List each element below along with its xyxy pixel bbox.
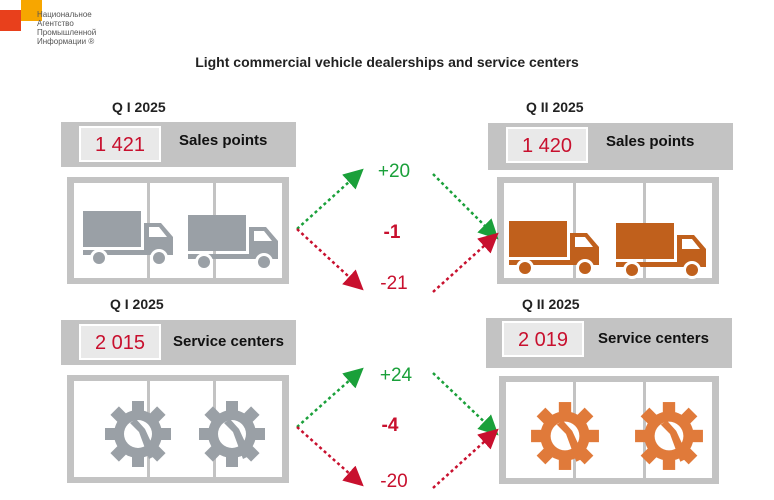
gear-wrench-icon — [105, 401, 171, 467]
sales-right-panel: 1 420 Sales points — [488, 123, 733, 170]
truck-icon — [509, 221, 599, 277]
gear-wrench-icon — [531, 402, 599, 470]
sales-right-value: 1 420 — [506, 127, 588, 163]
truck-icon — [188, 215, 278, 271]
logo-line-2: Агентство — [37, 19, 74, 28]
sales-left-value: 1 421 — [79, 126, 161, 162]
sales-right-frame — [497, 177, 719, 284]
logo-orange-square — [21, 0, 42, 21]
sales-right-label: Sales points — [606, 133, 695, 150]
sales-right-period: Q II 2025 — [526, 99, 584, 115]
sales-left-label: Sales points — [179, 132, 268, 149]
sales-delta-down: -21 — [380, 273, 408, 294]
service-right-label: Service centers — [598, 330, 709, 347]
gear-wrench-icon — [199, 401, 265, 467]
sales-delta-net: -1 — [383, 222, 401, 243]
service-delta-up: +24 — [379, 365, 413, 386]
service-delta-down: -20 — [380, 471, 408, 492]
logo-red-square — [0, 10, 21, 31]
page-title: Light commercial vehicle dealerships and… — [195, 54, 579, 70]
gear-wrench-icon — [635, 402, 703, 470]
service-left-label: Service centers — [173, 333, 284, 350]
service-right-panel: 2 019 Service centers — [486, 318, 732, 368]
sales-left-period: Q I 2025 — [112, 99, 166, 115]
sales-delta-up: +20 — [377, 161, 411, 182]
service-left-value: 2 015 — [79, 324, 161, 360]
logo-line-3: Промышленной — [37, 28, 97, 37]
truck-icon — [616, 223, 706, 279]
service-right-period: Q II 2025 — [522, 296, 580, 312]
logo-text: Национальное Агентство Промышленной Инфо… — [37, 10, 96, 46]
sales-left-panel: 1 421 Sales points — [61, 122, 296, 167]
logo-line-1: Национальное — [37, 10, 92, 19]
truck-icon — [83, 211, 173, 267]
service-right-value: 2 019 — [502, 321, 584, 357]
logo-tag: НАПИ — [2, 4, 19, 10]
sales-left-frame — [67, 177, 289, 284]
logo-line-4: Информации ® — [37, 37, 95, 46]
service-left-panel: 2 015 Service centers — [61, 320, 296, 365]
service-delta-net: -4 — [381, 415, 399, 436]
service-left-frame — [67, 375, 289, 483]
service-right-frame — [499, 376, 719, 484]
service-left-period: Q I 2025 — [110, 296, 164, 312]
